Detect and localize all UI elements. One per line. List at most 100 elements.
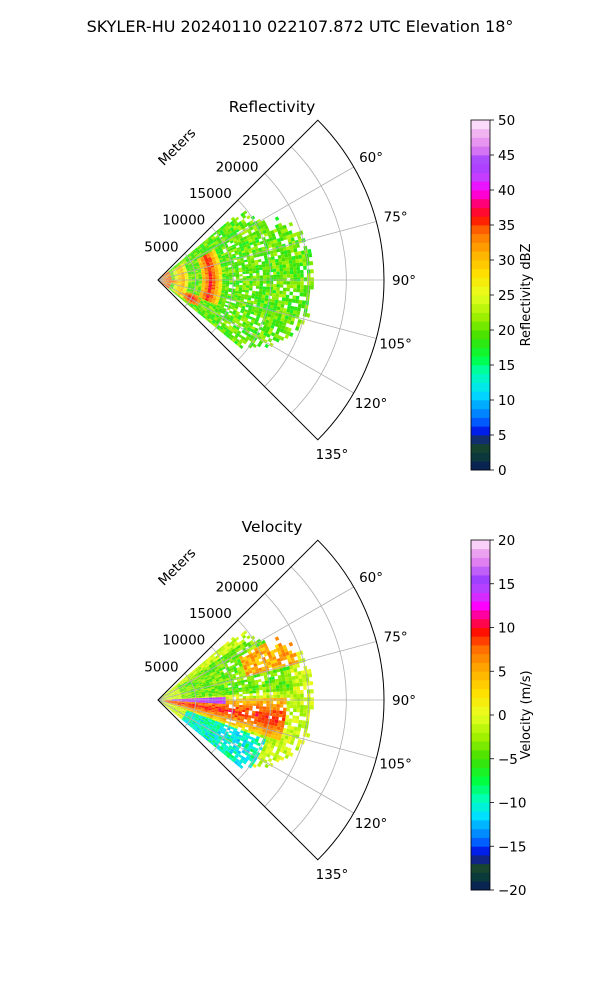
reflectivity-cell bbox=[215, 320, 220, 325]
velocity-cell bbox=[276, 647, 281, 652]
reflectivity-cell bbox=[246, 245, 251, 250]
velocity-cell bbox=[265, 712, 270, 716]
velocity-cell bbox=[170, 693, 174, 695]
velocity-cell bbox=[184, 695, 189, 697]
reflectivity-cell bbox=[219, 236, 224, 240]
velocity-cell bbox=[202, 700, 206, 702]
velocity-cell bbox=[164, 696, 168, 698]
velocity-cell bbox=[173, 707, 177, 709]
reflectivity-cell bbox=[252, 278, 257, 281]
reflectivity-cell bbox=[227, 305, 232, 309]
velocity-cell bbox=[222, 697, 226, 699]
reflectivity-cell bbox=[283, 250, 288, 255]
velocity-cell bbox=[288, 676, 293, 681]
reflectivity-range-tick-label: 25000 bbox=[242, 133, 285, 149]
velocity-cell bbox=[205, 665, 210, 670]
reflectivity-cell bbox=[161, 277, 165, 279]
velocity-cell bbox=[277, 744, 283, 749]
velocity-cell bbox=[243, 649, 248, 654]
velocity-cell bbox=[184, 704, 189, 706]
velocity-cell bbox=[256, 762, 262, 768]
reflectivity-cell bbox=[245, 289, 249, 293]
reflectivity-cell bbox=[202, 240, 206, 245]
velocity-cell bbox=[269, 706, 274, 711]
reflectivity-cell bbox=[201, 311, 206, 315]
velocity-cell bbox=[225, 693, 230, 696]
velocity-cell bbox=[296, 697, 301, 702]
velocity-azimuth-tick-label: 60° bbox=[359, 570, 383, 586]
reflectivity-cell bbox=[259, 302, 264, 307]
velocity-cell bbox=[184, 684, 189, 687]
velocity-cell bbox=[170, 692, 174, 695]
reflectivity-cell bbox=[236, 318, 241, 323]
velocity-cell bbox=[173, 691, 177, 694]
reflectivity-cell bbox=[200, 299, 205, 303]
velocity-cell bbox=[240, 718, 245, 722]
reflectivity-cell bbox=[255, 270, 260, 274]
velocity-cell bbox=[200, 720, 204, 724]
reflectivity-cell bbox=[177, 286, 181, 289]
reflectivity-cell bbox=[235, 338, 240, 343]
reflectivity-cell bbox=[256, 302, 261, 306]
velocity-cell bbox=[166, 705, 170, 708]
reflectivity-cell bbox=[282, 287, 287, 292]
reflectivity-cell bbox=[265, 238, 271, 243]
reflectivity-cell bbox=[181, 284, 185, 286]
velocity-cell bbox=[181, 697, 186, 699]
velocity-cell bbox=[266, 698, 270, 701]
reflectivity-cell bbox=[191, 301, 196, 305]
reflectivity-range-tick-label: 5000 bbox=[144, 239, 178, 255]
velocity-cell bbox=[166, 693, 171, 696]
velocity-cell bbox=[183, 689, 187, 692]
reflectivity-colorbar-tick-label: 50 bbox=[498, 113, 515, 129]
velocity-cell bbox=[211, 662, 216, 666]
reflectivity-cell bbox=[222, 283, 226, 286]
velocity-cell bbox=[167, 694, 171, 696]
reflectivity-cell bbox=[243, 229, 248, 234]
reflectivity-cell bbox=[171, 278, 175, 280]
reflectivity-cell bbox=[309, 260, 314, 266]
reflectivity-cell bbox=[217, 244, 221, 249]
velocity-cell bbox=[169, 690, 173, 694]
reflectivity-cell bbox=[177, 274, 182, 276]
velocity-cell bbox=[207, 656, 212, 660]
reflectivity-cell bbox=[178, 278, 182, 280]
reflectivity-cell bbox=[187, 295, 192, 299]
reflectivity-cell bbox=[208, 273, 212, 276]
reflectivity-cell bbox=[196, 292, 200, 296]
velocity-cell bbox=[191, 702, 196, 704]
reflectivity-cell bbox=[204, 289, 208, 292]
velocity-cell bbox=[249, 742, 254, 747]
reflectivity-cell bbox=[242, 269, 246, 272]
velocity-cell bbox=[187, 691, 192, 694]
velocity-cell bbox=[294, 671, 299, 676]
velocity-cell bbox=[252, 756, 258, 762]
velocity-cell bbox=[201, 718, 205, 722]
velocity-cell bbox=[181, 703, 185, 705]
velocity-cell bbox=[276, 704, 280, 708]
reflectivity-cell bbox=[258, 308, 263, 312]
velocity-cell bbox=[212, 738, 217, 743]
velocity-cell bbox=[231, 673, 236, 677]
velocity-colorbar-tick-label: −10 bbox=[498, 796, 527, 812]
velocity-cell bbox=[279, 684, 283, 689]
velocity-cell bbox=[233, 668, 238, 672]
reflectivity-cell bbox=[279, 290, 283, 295]
reflectivity-cell bbox=[186, 291, 190, 294]
reflectivity-cell bbox=[241, 323, 246, 328]
velocity-cell bbox=[259, 734, 265, 739]
velocity-cell bbox=[211, 688, 215, 691]
reflectivity-cell bbox=[214, 289, 219, 292]
reflectivity-cell bbox=[174, 291, 178, 294]
velocity-cell bbox=[290, 668, 295, 673]
reflectivity-cell bbox=[201, 272, 206, 275]
reflectivity-cell bbox=[218, 285, 223, 288]
reflectivity-cell bbox=[255, 291, 260, 295]
reflectivity-cell bbox=[216, 260, 220, 264]
reflectivity-cell bbox=[259, 224, 265, 229]
velocity-cell bbox=[210, 735, 215, 739]
velocity-cell bbox=[161, 701, 165, 703]
reflectivity-cell bbox=[180, 271, 185, 274]
reflectivity-cell bbox=[197, 251, 201, 255]
velocity-cell bbox=[252, 763, 257, 769]
